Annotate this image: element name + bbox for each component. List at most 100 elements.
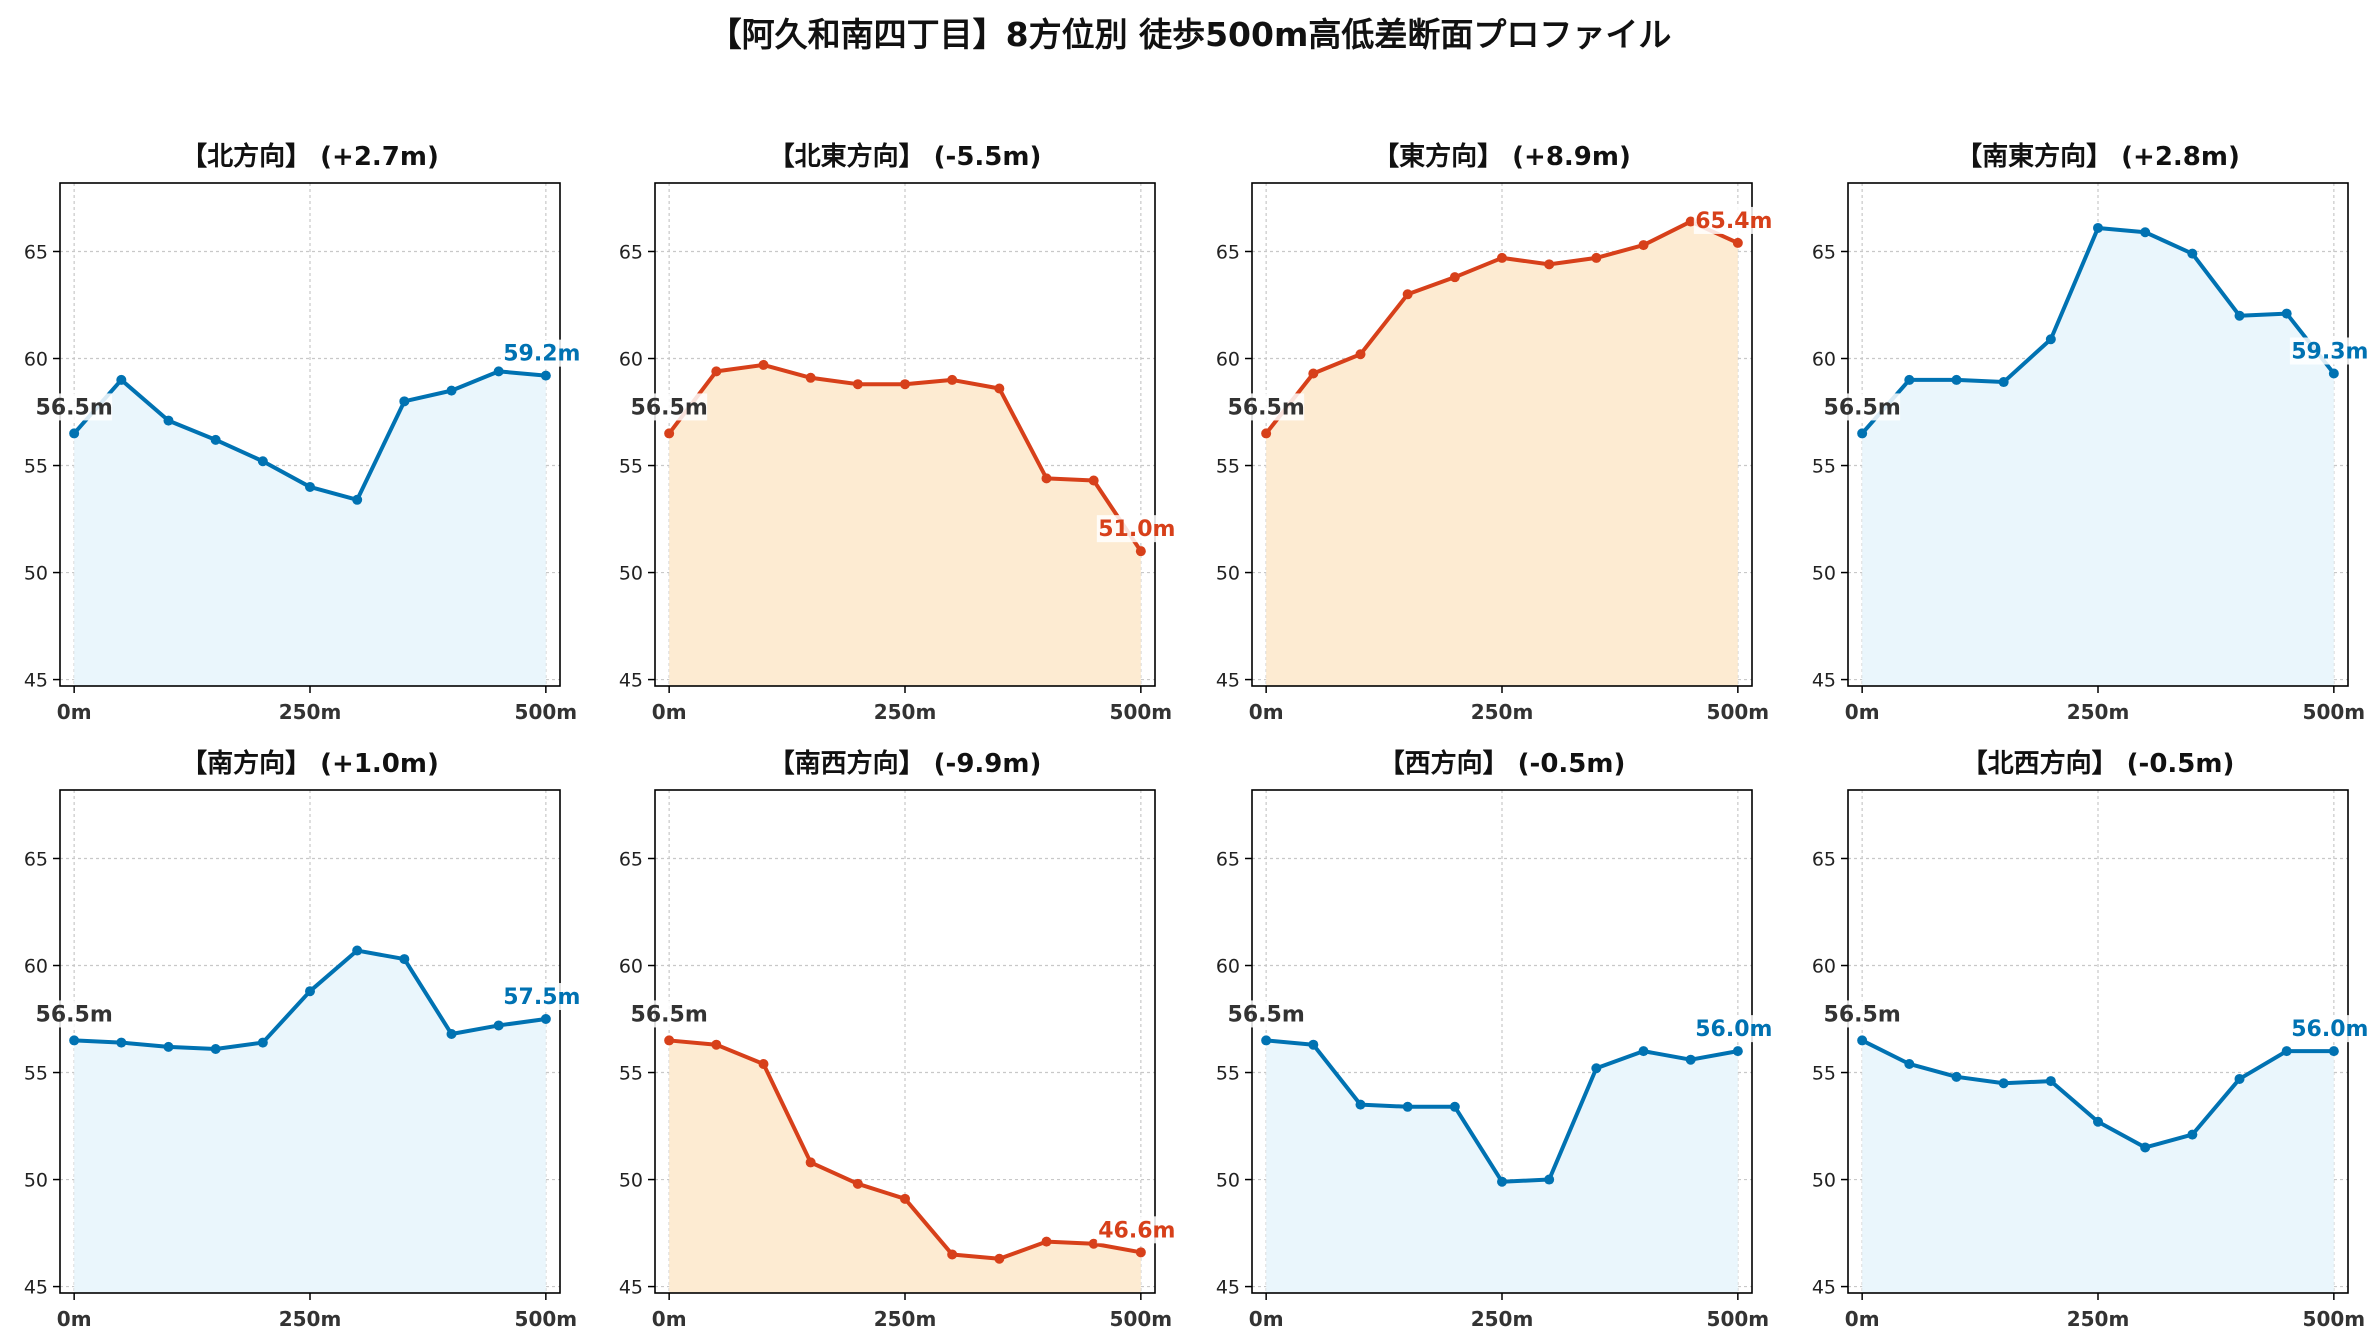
x-tick-label: 250m bbox=[874, 1307, 937, 1331]
x-tick-label: 250m bbox=[2067, 1307, 2130, 1331]
data-point bbox=[1402, 1101, 1413, 1112]
data-point bbox=[1732, 1046, 1743, 1057]
start-label-box bbox=[1228, 1000, 1305, 1028]
elevation-area bbox=[74, 950, 546, 1293]
data-point bbox=[2281, 1046, 2292, 1057]
data-point bbox=[399, 954, 410, 965]
x-tick-label: 500m bbox=[515, 700, 578, 724]
y-tick-label: 50 bbox=[1812, 1170, 1836, 1192]
data-point bbox=[1732, 237, 1743, 248]
elevation-area bbox=[1862, 1040, 2334, 1293]
data-point bbox=[1355, 1099, 1366, 1110]
data-point bbox=[2281, 308, 2292, 319]
data-point bbox=[994, 383, 1005, 394]
x-tick-label: 500m bbox=[515, 1307, 578, 1331]
x-tick-label: 500m bbox=[1707, 1307, 1770, 1331]
start-label-box bbox=[1824, 1000, 1901, 1028]
plot-area: 45 50 55 60 65 0m 250m 500m 【南東方向】 (+2.8m) 56.5m 5… bbox=[1812, 141, 2372, 724]
profile-chart-1: 45 50 55 60 65 0m 250m 500m 【北方向】 (+2.7m) 56.5m 59… bbox=[24, 141, 584, 724]
data-point bbox=[1497, 252, 1507, 263]
data-point bbox=[1135, 546, 1146, 557]
profile-chart-6: 45 50 55 60 65 0m 250m 500m 【南西方向】 (-9.9m) 56.5m 4… bbox=[619, 748, 1179, 1331]
data-point bbox=[1355, 349, 1366, 360]
y-tick-label: 55 bbox=[1216, 1063, 1240, 1085]
x-tick-label: 0m bbox=[652, 700, 687, 724]
data-point bbox=[1591, 1063, 1602, 1074]
start-label: 56.5m bbox=[1228, 395, 1305, 420]
data-point bbox=[1544, 1174, 1555, 1185]
start-label-box bbox=[631, 393, 708, 421]
start-label-box bbox=[36, 1000, 113, 1028]
end-label: 57.5m bbox=[503, 985, 580, 1010]
y-tick-label: 55 bbox=[1812, 1063, 1836, 1085]
start-label: 56.5m bbox=[1228, 1002, 1305, 1027]
data-point bbox=[947, 1249, 958, 1260]
y-tick-label: 45 bbox=[1812, 670, 1836, 692]
x-tick-label: 250m bbox=[279, 1307, 342, 1331]
data-point bbox=[1402, 289, 1413, 300]
elevation-area bbox=[669, 364, 1141, 686]
y-tick-label: 60 bbox=[1216, 956, 1240, 978]
data-point bbox=[2328, 368, 2339, 379]
start-label: 56.5m bbox=[36, 1002, 113, 1027]
y-tick-label: 45 bbox=[619, 1277, 643, 1299]
data-point bbox=[69, 1035, 80, 1046]
elevation-area bbox=[1266, 1040, 1738, 1293]
data-point bbox=[446, 385, 457, 396]
start-label-box bbox=[36, 393, 113, 421]
data-point bbox=[852, 1178, 863, 1189]
data-point bbox=[1685, 216, 1696, 227]
end-label-box bbox=[2289, 337, 2372, 365]
data-point bbox=[446, 1029, 457, 1040]
y-tick-label: 55 bbox=[619, 456, 643, 478]
data-point bbox=[352, 494, 363, 505]
y-tick-label: 60 bbox=[24, 349, 48, 371]
data-point bbox=[1308, 1039, 1319, 1050]
chart-title: 【南西方向】 (-9.9m) bbox=[769, 748, 1042, 779]
data-point bbox=[2187, 1129, 2198, 1140]
y-tick-label: 45 bbox=[1216, 1277, 1240, 1299]
data-point bbox=[900, 379, 910, 390]
data-point bbox=[2093, 1116, 2103, 1127]
data-point bbox=[2328, 1046, 2339, 1057]
figure-title: 【阿久和南四丁目】8方位別 徒歩500m高低差断面プロファイル bbox=[708, 15, 1672, 54]
data-point bbox=[2234, 310, 2245, 321]
end-label: 56.0m bbox=[1695, 1017, 1772, 1042]
y-tick-label: 60 bbox=[619, 956, 643, 978]
elevation-area bbox=[669, 1040, 1141, 1293]
data-point bbox=[1638, 1046, 1649, 1057]
plot-area: 45 50 55 60 65 0m 250m 500m 【北方向】 (+2.7m) 56.5m 59… bbox=[24, 141, 584, 724]
data-point bbox=[305, 986, 315, 997]
end-label-box bbox=[2289, 1015, 2372, 1043]
data-point bbox=[1308, 368, 1319, 379]
y-tick-label: 50 bbox=[619, 1170, 643, 1192]
y-tick-label: 50 bbox=[1216, 1170, 1240, 1192]
data-point bbox=[210, 434, 221, 445]
start-label: 56.5m bbox=[1824, 395, 1901, 420]
chart-title: 【北東方向】 (-5.5m) bbox=[769, 141, 1042, 172]
x-tick-label: 0m bbox=[1249, 700, 1284, 724]
data-point bbox=[2045, 1076, 2056, 1087]
start-label: 56.5m bbox=[1824, 1002, 1901, 1027]
start-label: 56.5m bbox=[631, 1002, 708, 1027]
profile-chart-4: 45 50 55 60 65 0m 250m 500m 【南東方向】 (+2.8m) 56.5m 5… bbox=[1812, 141, 2372, 724]
plot-area: 45 50 55 60 65 0m 250m 500m 【西方向】 (-0.5m) 56.5m 56… bbox=[1216, 748, 1776, 1331]
y-tick-label: 65 bbox=[619, 848, 643, 870]
data-point bbox=[257, 456, 268, 467]
data-point bbox=[1261, 428, 1272, 439]
data-point bbox=[1041, 1236, 1052, 1247]
plot-area: 45 50 55 60 65 0m 250m 500m 【南方向】 (+1.0m) 56.5m 57… bbox=[24, 748, 584, 1331]
data-point bbox=[805, 372, 816, 383]
y-tick-label: 60 bbox=[24, 956, 48, 978]
end-label-box bbox=[1693, 1015, 1776, 1043]
end-label: 46.6m bbox=[1098, 1218, 1175, 1243]
profile-chart-7: 45 50 55 60 65 0m 250m 500m 【西方向】 (-0.5m) 56.5m 56… bbox=[1216, 748, 1776, 1331]
profile-chart-5: 45 50 55 60 65 0m 250m 500m 【南方向】 (+1.0m) 56.5m 57… bbox=[24, 748, 584, 1331]
data-point bbox=[1638, 240, 1649, 251]
elevation-area bbox=[1266, 221, 1738, 687]
data-point bbox=[1544, 259, 1555, 270]
data-point bbox=[540, 370, 551, 381]
data-point bbox=[900, 1193, 910, 1204]
y-tick-label: 60 bbox=[1216, 349, 1240, 371]
